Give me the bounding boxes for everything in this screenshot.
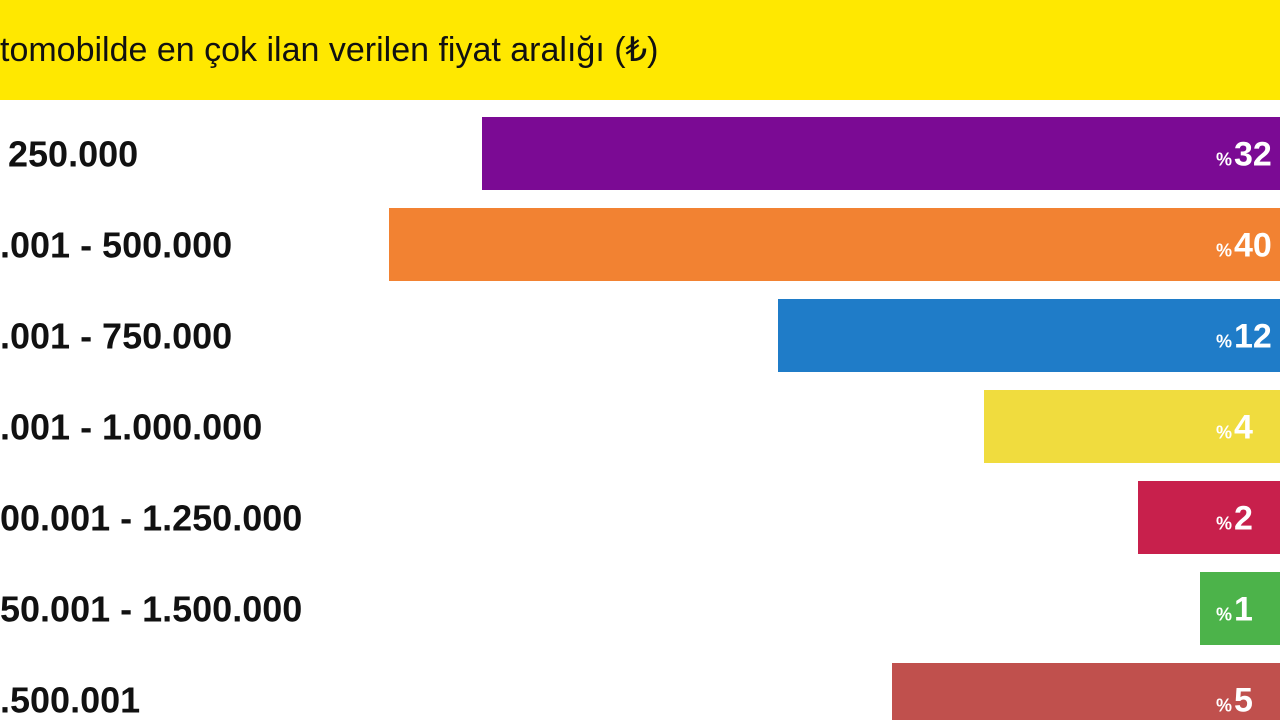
bar: [892, 663, 1280, 720]
bar: [984, 390, 1280, 463]
bar-row: .001 - 1.000.000 %4: [0, 390, 1280, 463]
bar-value-label: %5: [1216, 682, 1253, 720]
title-band: [0, 0, 1280, 100]
bar: [778, 299, 1280, 372]
category-label: .001 - 1.000.000: [0, 407, 262, 448]
bar: [1200, 572, 1280, 645]
bar-value-label: %40: [1216, 227, 1272, 265]
category-label: 50.001 - 1.500.000: [0, 589, 302, 630]
bar: [389, 208, 1280, 281]
bar-row: .001 - 750.000 %12: [0, 299, 1280, 372]
category-label: .001 - 750.000: [0, 316, 232, 357]
bar-row: .500.001 %5: [0, 663, 1280, 720]
category-label: .500.001: [0, 680, 140, 720]
category-label: 250.000: [8, 134, 138, 175]
bar-value-label: %32: [1216, 136, 1272, 174]
category-label: 00.001 - 1.250.000: [0, 498, 302, 539]
bar-value-label: %12: [1216, 318, 1272, 356]
bar-value-label: %1: [1216, 591, 1253, 629]
bar-row: 250.000 %32: [8, 117, 1280, 190]
bar: [482, 117, 1280, 190]
bar: [1138, 481, 1280, 554]
bar-value-label: %4: [1216, 409, 1253, 447]
bar-row: 50.001 - 1.500.000 %1: [0, 572, 1280, 645]
bar-row: 00.001 - 1.250.000 %2: [0, 481, 1280, 554]
chart-title: tomobilde en çok ilan verilen fiyat aral…: [0, 31, 659, 69]
category-label: .001 - 500.000: [0, 225, 232, 266]
bar-row: .001 - 500.000 %40: [0, 208, 1280, 281]
bar-value-label: %2: [1216, 500, 1253, 538]
